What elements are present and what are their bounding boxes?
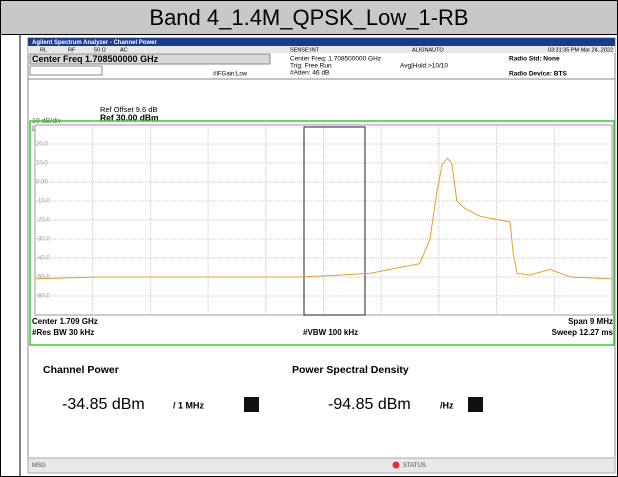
app-bar (28, 38, 615, 46)
channel-box (303, 126, 366, 316)
status-item: RL (40, 47, 47, 53)
msg: MSG (32, 463, 46, 469)
y-tick-label: -10.0 (36, 199, 50, 205)
marker-square (244, 397, 259, 412)
setting: Trig: Free Run (290, 63, 332, 70)
radio-device: Radio Device: BTS (509, 71, 567, 78)
ref-level: Ref 30.00 dBm (100, 112, 159, 122)
ref-offset: Ref Offset 9.6 dB (100, 105, 157, 114)
plot: 20.0 10.0 0.00 -10.0 -20.0 -30.0 -40.0 -50.0 -60… (34, 124, 613, 316)
status-item: RF (68, 47, 76, 53)
y-tick-label: -50.0 (36, 275, 50, 281)
title: Band 4_1.4M_QPSK_Low_1-RB (149, 5, 468, 30)
center-freq: Center Freq 1.708500000 GHz (32, 54, 159, 64)
y-tick-label: -30.0 (36, 237, 50, 243)
result-unit: / 1 MHz (173, 400, 205, 410)
if-gain: #IFGain:Low (213, 72, 248, 78)
app-title: Agilent Spectrum Analyzer - Channel Powe… (32, 40, 157, 46)
status-item: 50 Ω (94, 47, 106, 53)
footer-rbw: #Res BW 30 kHz (32, 328, 94, 337)
input-box (29, 65, 103, 76)
footer-span: Span 9 MHz (568, 317, 613, 326)
result-unit: /Hz (440, 400, 454, 410)
y-tick-label: -40.0 (36, 256, 50, 262)
status: STATUS (403, 463, 426, 469)
status-row (28, 46, 615, 53)
avg: Avg|Hold:>10/10 (400, 63, 448, 70)
result-value: -34.85 dBm (62, 396, 145, 413)
footer-sweep: Sweep 12.27 ms (552, 328, 614, 337)
center-freq-box (29, 53, 271, 65)
footer-center: Center 1.709 GHz (32, 317, 98, 326)
radio-std: Radio Std: None (509, 56, 560, 63)
status-icon (392, 461, 400, 469)
result-label: Power Spectral Density (292, 364, 409, 376)
y-tick-label: 0.00 (36, 180, 48, 186)
result-label: Channel Power (43, 364, 119, 376)
result-value: -94.85 dBm (328, 396, 411, 413)
footer-vbw: #VBW 100 kHz (303, 328, 358, 337)
trace (34, 157, 613, 280)
setting: #Atten: 46 dB (290, 70, 329, 77)
y-tick-label: -20.0 (36, 218, 50, 224)
status-item: AC (120, 47, 128, 53)
marker-square (468, 397, 483, 412)
status-item: ALIGNAUTO (412, 47, 444, 53)
y-tick-label: -60.0 (36, 294, 50, 300)
status-item: SENSE:INT (290, 47, 320, 53)
setting: Center Freq: 1.708500000 GHz (290, 56, 381, 63)
status-item: 03:31:35 PM Mar 24, 2022 (548, 47, 613, 53)
plot-border (29, 120, 615, 346)
y-tick-label: 20.0 (36, 142, 48, 148)
status-bar (27, 457, 616, 474)
y-tick-label: 10.0 (36, 161, 48, 167)
title-bar (0, 0, 618, 35)
